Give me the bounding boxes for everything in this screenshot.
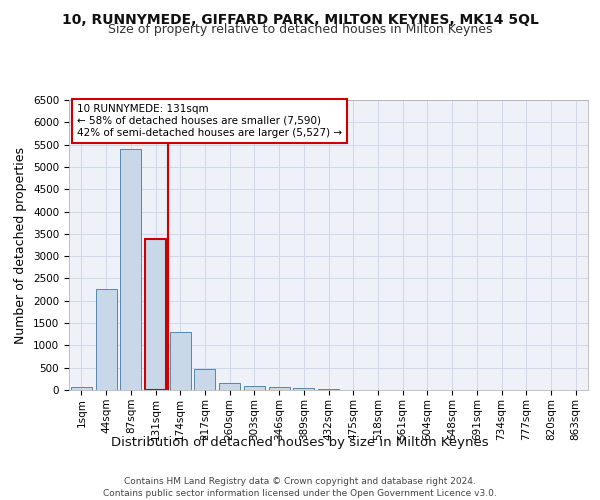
- Text: 10 RUNNYMEDE: 131sqm
← 58% of detached houses are smaller (7,590)
42% of semi-de: 10 RUNNYMEDE: 131sqm ← 58% of detached h…: [77, 104, 342, 138]
- Bar: [71, 387, 92, 390]
- Bar: [244, 386, 265, 390]
- Text: Distribution of detached houses by size in Milton Keynes: Distribution of detached houses by size …: [111, 436, 489, 449]
- Bar: [145, 239, 166, 390]
- Bar: [269, 387, 290, 390]
- Text: Contains HM Land Registry data © Crown copyright and database right 2024.
Contai: Contains HM Land Registry data © Crown c…: [103, 476, 497, 498]
- Text: Size of property relative to detached houses in Milton Keynes: Size of property relative to detached ho…: [108, 22, 492, 36]
- Bar: [219, 382, 240, 390]
- Y-axis label: Number of detached properties: Number of detached properties: [14, 146, 28, 344]
- Text: 10, RUNNYMEDE, GIFFARD PARK, MILTON KEYNES, MK14 5QL: 10, RUNNYMEDE, GIFFARD PARK, MILTON KEYN…: [62, 12, 538, 26]
- Bar: [95, 288, 116, 390]
- Bar: [170, 332, 191, 390]
- Bar: [120, 149, 141, 390]
- Bar: [318, 389, 339, 390]
- Bar: [194, 368, 215, 390]
- Bar: [293, 388, 314, 390]
